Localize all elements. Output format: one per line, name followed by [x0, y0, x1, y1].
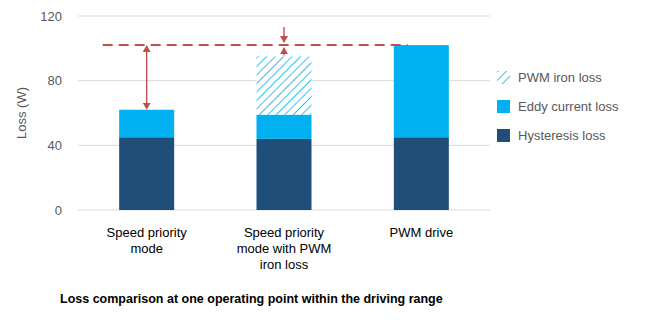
legend-label: Eddy current loss — [518, 99, 619, 114]
chart-root: 0 40 80 120 Loss (W) Speed prioritymode Speed … — [0, 0, 650, 320]
x-tick-label: PWM drive — [390, 225, 454, 240]
grid-line — [78, 16, 490, 17]
legend-swatch — [497, 100, 510, 113]
bar-segment — [257, 56, 312, 114]
gap-arrow — [283, 48, 284, 55]
chart-title: Loss comparison at one operating point w… — [60, 292, 443, 306]
bar-segment — [119, 137, 174, 210]
y-tick-label: 120 — [40, 9, 62, 24]
y-tick-label: 0 — [55, 203, 62, 218]
bar-segment — [119, 110, 174, 137]
bars — [119, 45, 449, 210]
bar-segment — [394, 45, 449, 137]
bar-segment — [257, 115, 312, 139]
y-tick-label: 80 — [48, 73, 62, 88]
legend-swatch — [497, 71, 510, 84]
legend-label: PWM iron loss — [518, 70, 602, 85]
gap-arrow — [146, 46, 147, 109]
bar-segment — [257, 139, 312, 210]
gap-arrow — [283, 27, 284, 42]
reference-line — [103, 44, 408, 46]
x-tick-label: Speed prioritymode with PWMiron loss — [237, 225, 332, 272]
chart-svg: 0 40 80 120 Loss (W) Speed prioritymode Speed … — [0, 0, 650, 320]
y-axis-label: Loss (W) — [14, 87, 29, 139]
y-tick-label: 40 — [48, 138, 62, 153]
bar-segment — [394, 137, 449, 210]
legend-swatch — [497, 129, 510, 142]
legend-label: Hysteresis loss — [518, 128, 606, 143]
x-tick-label: Speed prioritymode — [107, 225, 188, 256]
